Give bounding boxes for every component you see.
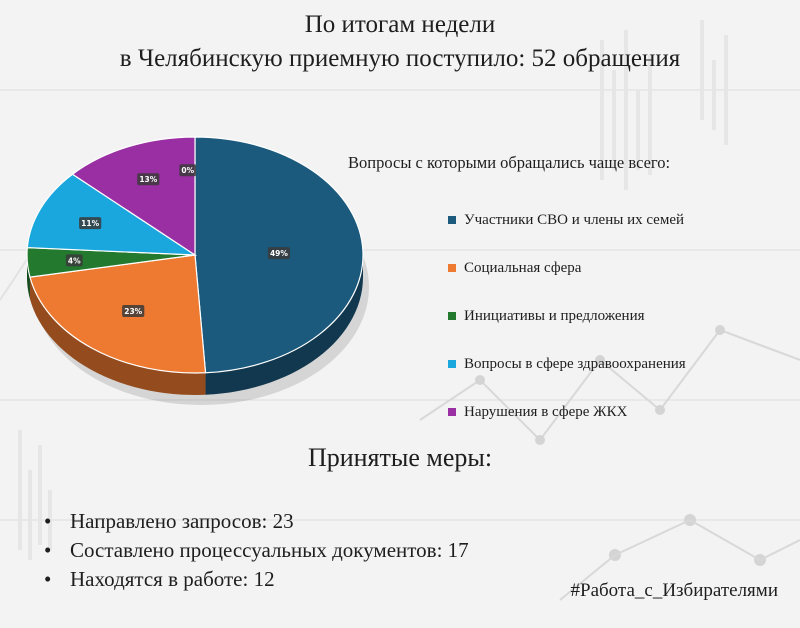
svg-text:13%: 13% (139, 175, 157, 184)
measures-title: Принятые меры: (307, 443, 493, 472)
pie-slice-4 (26, 173, 198, 256)
legend-swatch (448, 312, 456, 320)
pie-slice-5 (71, 136, 196, 257)
legend-label: Вопросы в сфере здравоохранения (464, 355, 686, 372)
legend-label: Инициативы и предложения (464, 307, 645, 324)
legend-swatch (448, 408, 456, 416)
legend-label: Социальная сфера (464, 259, 582, 276)
pie-slice-2 (29, 254, 207, 374)
data-label-4: 11% (79, 217, 102, 230)
measure-text: Находятся в работе: 12 (70, 567, 275, 591)
legend-swatch (448, 264, 456, 272)
legend-item-3: Инициативы и предложения (448, 292, 686, 340)
pie-side-3 (27, 255, 30, 300)
data-label-zero: 0% (179, 164, 197, 177)
svg-text:0%: 0% (181, 166, 194, 175)
legend-label: Участники СВО и члены их семей (464, 211, 685, 228)
legend-item-5: Нарушения в сфере ЖКХ (448, 388, 686, 436)
legend-item-2: Социальная сфера (448, 244, 686, 292)
title-line-1: По итогам недели (304, 11, 496, 38)
measures-list: • Направлено запросов: 23 • Составлено проц… (44, 507, 469, 594)
legend-swatch (448, 216, 456, 224)
data-label-5: 13% (137, 173, 160, 186)
bullet-icon: • (44, 509, 52, 533)
title-line-2: в Челябинскую приемную поступило: 52 обр… (119, 45, 681, 72)
svg-text:4%: 4% (68, 256, 81, 265)
bullet-icon: • (44, 538, 52, 562)
measure-text: Направлено запросов: 23 (70, 509, 294, 533)
data-label-3: 4% (65, 254, 83, 267)
measure-item-1: • Направлено запросов: 23 (44, 507, 469, 536)
legend-item-1: Участники СВО и члены их семей (448, 196, 686, 244)
bullet-icon: • (44, 567, 52, 591)
pie-chart: 49% 23% 4% 11% 13% 0% (26, 136, 369, 405)
measure-text: Составлено процессуальных документов: 17 (70, 538, 469, 562)
page-title: По итогам недели в Челябинскую приемную … (0, 8, 800, 76)
hashtag: #Работа_с_Избирателями (570, 580, 778, 601)
pie-side-1 (205, 255, 363, 395)
legend-title: Вопросы с которыми обращались чаще всего… (348, 153, 671, 172)
data-label-1: 49% (267, 247, 291, 260)
data-label-2: 23% (122, 304, 145, 317)
legend: Участники СВО и члены их семей Социальная… (448, 196, 686, 436)
legend-item-4: Вопросы в сфере здравоохранения (448, 340, 686, 388)
svg-text:11%: 11% (81, 219, 99, 228)
measure-item-3: • Находятся в работе: 12 (44, 565, 469, 594)
pie-side-2 (29, 277, 206, 395)
legend-swatch (448, 360, 456, 368)
measure-item-2: • Составлено процессуальных документов: 1… (44, 536, 469, 565)
svg-text:23%: 23% (124, 307, 142, 316)
svg-text:49%: 49% (270, 249, 288, 258)
legend-label: Нарушения в сфере ЖКХ (464, 403, 628, 420)
